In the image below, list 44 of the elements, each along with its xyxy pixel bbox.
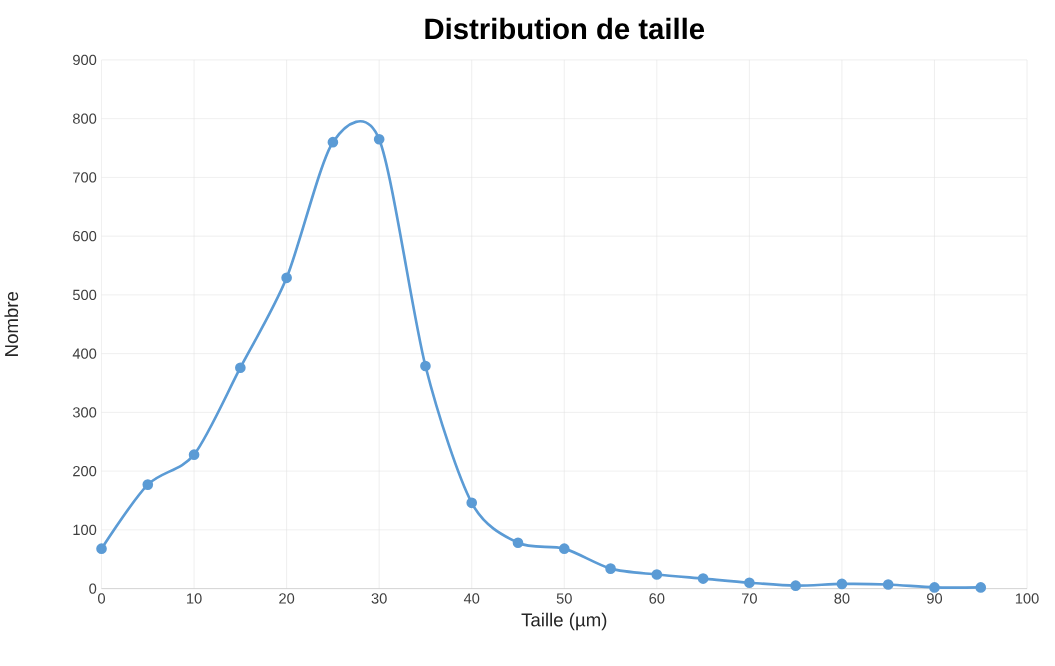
y-axis-title: Nombre — [4, 292, 19, 356]
point — [512, 537, 524, 549]
y-tick-label: 300 — [72, 407, 97, 418]
y-tick-label: 900 — [73, 54, 97, 66]
y-tick-label: 0 — [89, 583, 97, 594]
point — [975, 582, 987, 593]
x-tick-label: 0 — [98, 593, 105, 604]
y-tick-label: 200 — [73, 466, 97, 477]
point — [142, 479, 154, 491]
x-tick-label: 20 — [279, 593, 295, 604]
point — [651, 569, 663, 580]
chart-title: Distribution de taille — [425, 17, 705, 40]
y-tick-label: 100 — [73, 524, 97, 536]
point — [744, 577, 755, 589]
point — [882, 579, 894, 590]
x-tick-label: 60 — [649, 593, 665, 604]
x-tick-label: 100 — [1015, 593, 1039, 604]
x-tick-label: 90 — [927, 593, 943, 604]
x-tick-label: 30 — [371, 593, 387, 604]
point — [558, 543, 570, 555]
point — [235, 362, 246, 374]
y-tick-label: 700 — [73, 172, 97, 183]
y-tick-label: 600 — [73, 231, 97, 242]
point — [790, 580, 801, 592]
point — [929, 582, 940, 593]
point — [466, 497, 478, 509]
point — [96, 543, 107, 555]
x-axis-title: Taille (µm) — [521, 612, 607, 631]
point — [327, 136, 339, 148]
y-tick-label: 800 — [73, 113, 97, 124]
point — [605, 563, 616, 575]
point — [373, 133, 385, 145]
y-tick-label: 400 — [72, 348, 97, 359]
point — [836, 578, 848, 590]
point — [697, 573, 709, 585]
point — [188, 449, 200, 461]
point — [281, 272, 292, 284]
y-tick-label: 500 — [72, 289, 97, 301]
x-tick-label: 40 — [463, 593, 480, 604]
point — [420, 360, 431, 372]
x-tick-label: 70 — [741, 593, 757, 604]
x-tick-label: 50 — [556, 593, 572, 604]
x-tick-label: 80 — [834, 593, 850, 604]
x-tick-label: 10 — [187, 593, 202, 604]
